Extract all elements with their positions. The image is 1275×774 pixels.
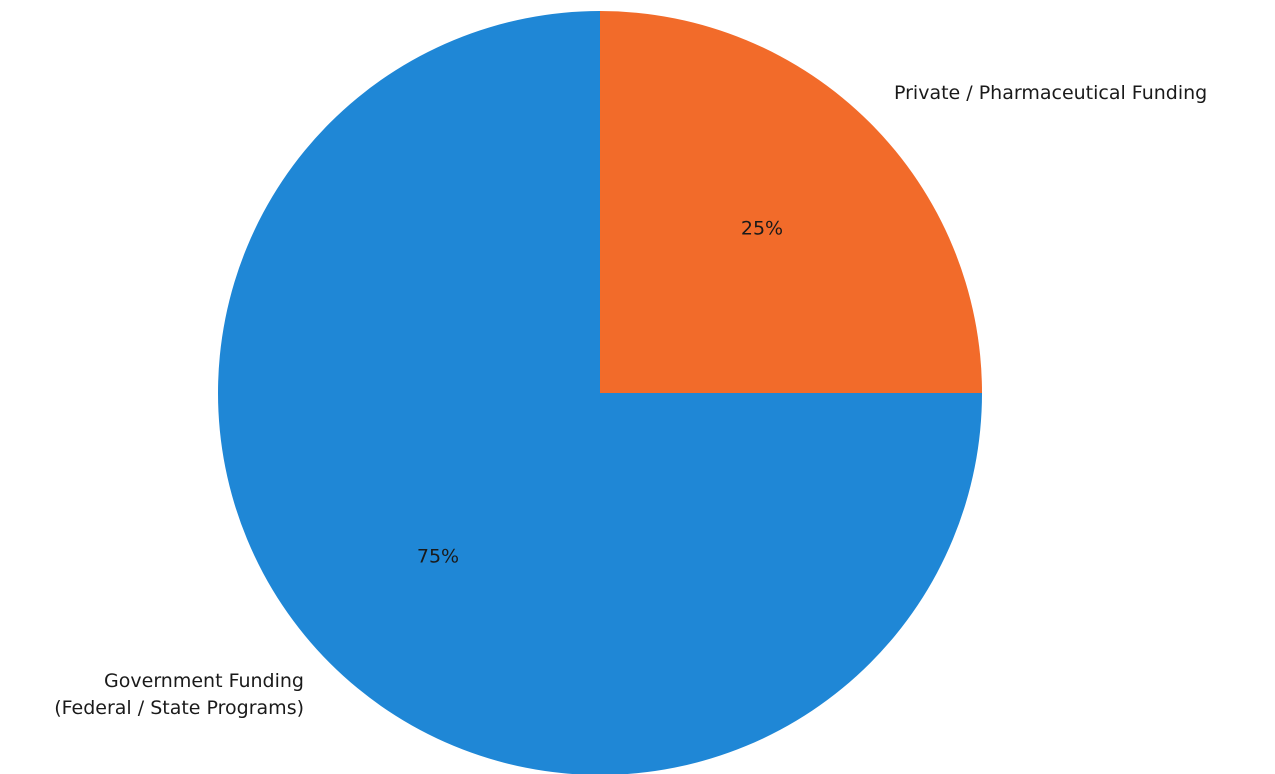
pie-slice-category-label-line: Private / Pharmaceutical Funding: [894, 82, 1207, 104]
pie-slice-category-label: Private / Pharmaceutical Funding: [894, 82, 1207, 104]
pie-slices: [218, 11, 982, 774]
pie-slice-category-label-line: (Federal / State Programs): [54, 697, 304, 719]
pie-slice-percent-label: 75%: [417, 546, 459, 568]
pie-slice-category-label-line: Government Funding: [104, 670, 304, 692]
pie-slice-0: [600, 11, 982, 393]
pie-slice-category-label: Government Funding (Federal / State Progr…: [54, 670, 304, 719]
pie-slice-percent-label: 25%: [741, 218, 783, 240]
